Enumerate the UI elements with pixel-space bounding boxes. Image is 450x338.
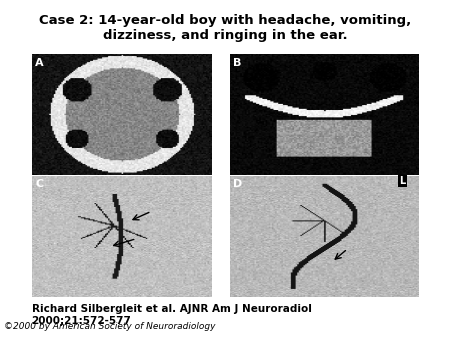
Text: ©2000 by American Society of Neuroradiology: ©2000 by American Society of Neuroradiol… [4,322,216,331]
Text: C: C [35,179,43,189]
Text: Case 2: 14-year-old boy with headache, vomiting, dizziness, and ringing in the e: Case 2: 14-year-old boy with headache, v… [39,14,411,42]
Text: AMERICAN JOURNAL OF NEURORADIOLOGY: AMERICAN JOURNAL OF NEURORADIOLOGY [274,326,410,331]
Text: B: B [233,58,242,68]
Text: A: A [35,58,44,68]
Text: L: L [400,176,406,186]
Text: Richard Silbergleit et al. AJNR Am J Neuroradiol
2000;21:572-577: Richard Silbergleit et al. AJNR Am J Neu… [32,304,311,326]
Text: D: D [233,179,243,189]
Text: AJNR: AJNR [282,301,356,326]
